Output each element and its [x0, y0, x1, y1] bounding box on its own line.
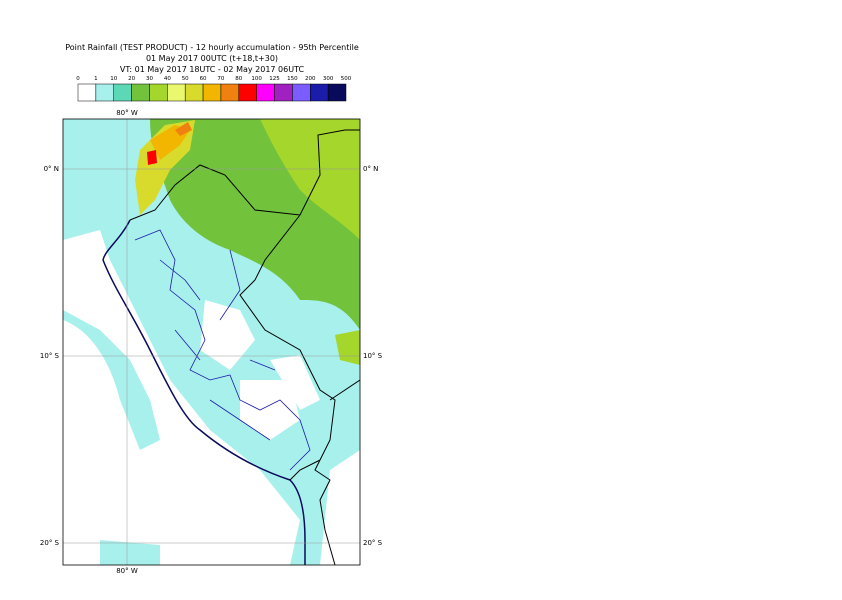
legend-tick: 100 — [251, 76, 262, 82]
map-frame — [62, 118, 361, 566]
legend-tick: 200 — [305, 76, 316, 82]
legend-tick: 500 — [341, 76, 352, 82]
legend-swatch — [310, 83, 329, 102]
lat-label: 10° S — [40, 352, 60, 360]
legend-swatch — [167, 83, 186, 102]
legend-swatch — [202, 83, 222, 102]
legend-tick: 150 — [287, 76, 298, 82]
legend-swatch — [149, 83, 168, 102]
legend-tick: 20 — [128, 76, 135, 82]
lat-label: 20° S — [40, 539, 60, 547]
legend-tick: 60 — [200, 76, 207, 82]
legend-swatch — [292, 83, 311, 102]
legend-tick: 300 — [323, 76, 334, 82]
run-time: 01 May 2017 00UTC (t+18,t+30) — [146, 54, 278, 63]
legend-tick: 50 — [182, 76, 189, 82]
legend-swatch — [77, 83, 97, 102]
legend-swatch — [274, 83, 293, 102]
lat-label: 0° N — [363, 165, 378, 173]
legend-tick: 125 — [269, 76, 280, 82]
lon-label: 80° W — [116, 109, 138, 117]
legend-tick: 70 — [217, 76, 224, 82]
legend-tick: 30 — [146, 76, 153, 82]
legend-swatch — [256, 83, 275, 102]
title: Point Rainfall (TEST PRODUCT) - 12 hourl… — [65, 43, 359, 52]
legend-tick: 0 — [76, 76, 80, 82]
map — [63, 119, 360, 565]
legend-swatch — [131, 83, 150, 102]
legend-tick: 1 — [94, 76, 98, 82]
legend-swatch — [95, 83, 114, 102]
lat-label: 10° S — [363, 352, 383, 360]
legend-swatch — [113, 83, 132, 102]
legend-tick: 10 — [110, 76, 117, 82]
lat-label: 20° S — [363, 539, 383, 547]
lon-label: 80° W — [116, 567, 138, 575]
legend-tick: 40 — [164, 76, 171, 82]
legend-swatch — [238, 83, 257, 102]
legend-swatch — [220, 83, 240, 102]
lat-label: 0° N — [44, 165, 59, 173]
legend: 0 1 10 20 30 40 50 60 70 80 100 125 150 200 300 500 — [76, 76, 352, 102]
legend-tick: 80 — [235, 76, 242, 82]
valid-time: VT: 01 May 2017 18UTC - 02 May 2017 06UT… — [120, 65, 305, 74]
legend-swatch — [327, 83, 347, 102]
legend-swatch — [184, 83, 204, 102]
